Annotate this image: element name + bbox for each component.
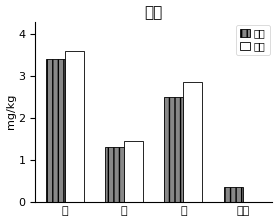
- Bar: [124, 141, 143, 202]
- Bar: [46, 59, 65, 202]
- Y-axis label: mg/kg: mg/kg: [6, 94, 16, 129]
- Bar: [224, 187, 243, 202]
- Bar: [65, 51, 84, 202]
- Bar: [183, 82, 202, 202]
- Bar: [105, 147, 124, 202]
- Bar: [165, 97, 183, 202]
- Title: 玉米: 玉米: [145, 6, 163, 21]
- Legend: 间作, 单作: 间作, 单作: [236, 25, 270, 55]
